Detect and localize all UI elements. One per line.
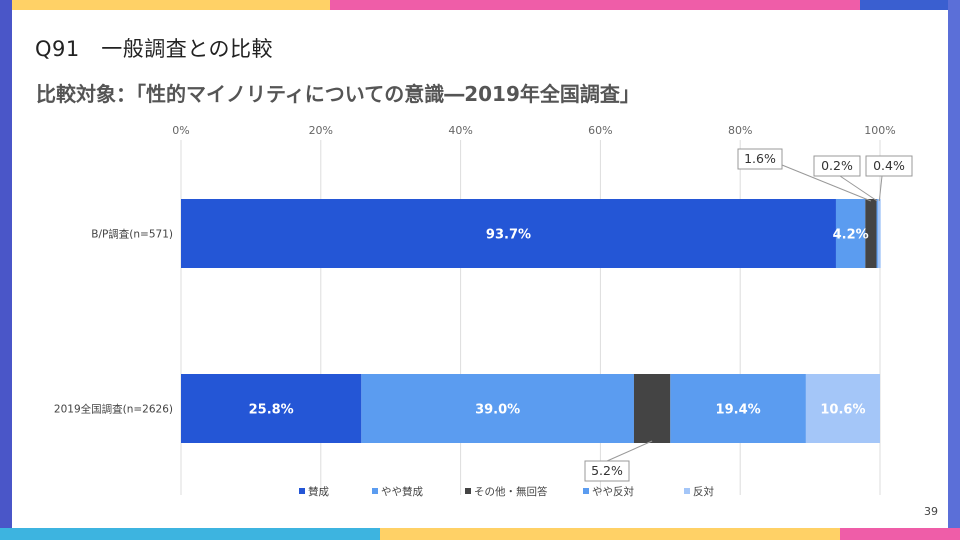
legend-label: その他・無回答	[474, 485, 548, 498]
legend-swatch	[684, 488, 690, 494]
legend-label: やや反対	[592, 485, 634, 498]
slide-title: Q91 一般調査との比較	[35, 37, 274, 61]
data-label: 0.2%	[821, 158, 853, 173]
data-label: 10.6%	[820, 403, 865, 418]
bar-segment	[865, 199, 877, 268]
bar-segment	[181, 374, 362, 443]
legend-label: 反対	[693, 485, 714, 498]
bar-segment	[633, 374, 671, 443]
data-label: 5.2%	[591, 463, 623, 478]
x-tick-label: 100%	[864, 124, 895, 137]
data-label: 39.0%	[475, 403, 520, 418]
callout-leader	[839, 175, 878, 202]
slide-subtitle: 比較対象：「性的マイノリティについての意識―2019年全国調査」	[36, 82, 640, 106]
legend-swatch	[465, 488, 471, 494]
x-tick-label: 80%	[728, 124, 752, 137]
legend-label: 賛成	[308, 485, 329, 498]
callout-leader	[878, 175, 883, 202]
data-label: 19.4%	[716, 403, 761, 418]
category-label: B/P調査(n=571)	[91, 228, 173, 241]
decor-top-right-band	[860, 0, 960, 10]
category-label: 2019全国調査(n=2626)	[54, 403, 173, 416]
callout-box	[584, 460, 630, 482]
bar-segment	[876, 199, 878, 268]
x-tick-label: 60%	[588, 124, 612, 137]
data-label: 4.2%	[833, 228, 869, 243]
data-label: 93.7%	[486, 228, 531, 243]
bar-segment	[670, 374, 806, 443]
bar-segment	[181, 199, 836, 268]
x-tick-label: 40%	[448, 124, 472, 137]
callout-box	[737, 148, 783, 170]
legend-swatch	[583, 488, 589, 494]
decor-right-band	[948, 0, 960, 540]
decor-left-band	[0, 0, 12, 540]
legend-swatch	[299, 488, 305, 494]
bar-segment	[805, 374, 880, 443]
decor-bottom-right-band	[840, 528, 960, 540]
bar-segment	[835, 199, 866, 268]
callout-box	[865, 155, 913, 177]
callout-leader	[781, 164, 872, 202]
legend-label: やや賛成	[381, 485, 423, 498]
data-label: 1.6%	[744, 151, 776, 166]
x-tick-label: 20%	[309, 124, 333, 137]
bar-segment	[361, 374, 634, 443]
data-label: 0.4%	[873, 158, 905, 173]
decor-bottom-mid-band	[380, 528, 860, 540]
x-tick-label: 0%	[172, 124, 189, 137]
page-number: 39	[924, 505, 938, 518]
decor-bottom-left-band	[0, 528, 420, 540]
bar-segment	[877, 199, 881, 268]
callout-leader	[606, 440, 653, 462]
decor-top-left-band	[0, 0, 380, 10]
decor-top-mid-band	[330, 0, 890, 10]
callout-box	[813, 155, 861, 177]
data-label: 25.8%	[249, 403, 294, 418]
legend-swatch	[372, 488, 378, 494]
